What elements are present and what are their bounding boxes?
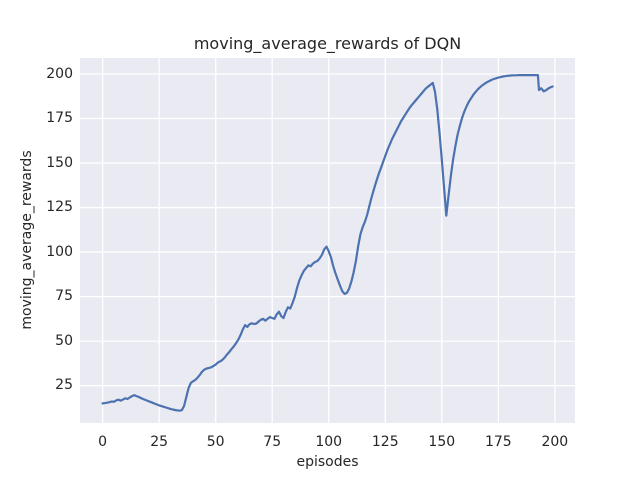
x-tick-label: 125 [371, 434, 399, 450]
series-line [101, 73, 554, 412]
y-tick-label: 100 [46, 243, 73, 260]
y-tick-label: 75 [55, 288, 73, 305]
y-tick-label: 125 [46, 199, 73, 216]
x-tick-label: 75 [263, 434, 282, 450]
x-tick-label: 50 [206, 434, 225, 450]
x-tick-label: 200 [541, 434, 569, 450]
x-tick-label: 175 [484, 434, 512, 450]
plot-background [80, 58, 575, 423]
y-tick-label: 50 [55, 332, 73, 349]
x-tick-label: 25 [150, 434, 169, 450]
y-tick-label: 25 [55, 377, 73, 394]
y-tick-label: 150 [46, 154, 73, 171]
x-tick-label: 0 [98, 434, 108, 450]
y-tick-label: 175 [46, 110, 73, 127]
x-tick-label: 100 [315, 434, 343, 450]
x-axis-label: episodes [296, 454, 359, 470]
y-tick-label: 200 [46, 65, 73, 82]
x-tick-label: 150 [428, 434, 456, 450]
chart-title: moving_average_rewards of DQN [193, 34, 462, 53]
